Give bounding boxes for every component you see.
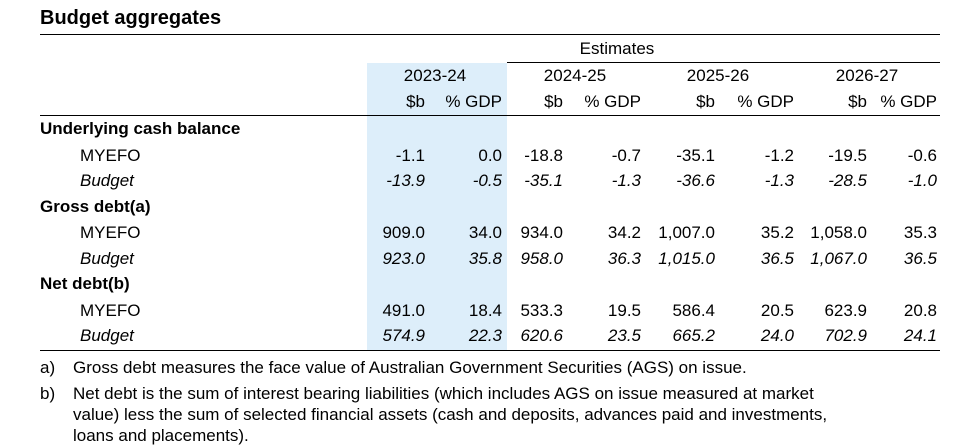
cell: -13.9 [386, 171, 425, 190]
note-text: Gross debt measures the face value of Au… [73, 358, 747, 377]
cell: 491.0 [382, 300, 425, 320]
cell: -1.3 [611, 171, 641, 190]
row-label: MYEFO [80, 223, 141, 242]
row-label: Budget [80, 326, 134, 345]
year-header: 2023-24 [403, 66, 467, 85]
cell: 20.5 [760, 300, 794, 320]
cell: -36.6 [676, 171, 715, 190]
cell: 24.1 [903, 326, 937, 345]
cell: -19.5 [828, 145, 867, 165]
cell: 34.0 [468, 223, 502, 242]
cell: 702.9 [824, 326, 867, 345]
year-header: 2024-25 [543, 66, 607, 85]
cell: 958.0 [520, 248, 563, 268]
year-header: 2025-26 [686, 66, 750, 85]
section-label: Net debt(b) [40, 274, 130, 293]
cell: 665.2 [672, 326, 715, 345]
cell: -0.6 [907, 145, 937, 165]
row-label: MYEFO [80, 145, 141, 165]
cell: 35.3 [903, 223, 937, 242]
cell: 35.2 [760, 223, 794, 242]
cell: 909.0 [382, 223, 425, 242]
cell: 36.3 [607, 248, 641, 268]
cell: 620.6 [520, 326, 563, 345]
cell: 35.8 [468, 248, 502, 268]
cell: 1,067.0 [810, 248, 867, 268]
cell: 24.0 [760, 326, 794, 345]
cell: 19.5 [607, 300, 641, 320]
note-marker: a) [40, 358, 56, 377]
cell: 533.3 [520, 300, 563, 320]
cell: 1,058.0 [810, 223, 867, 242]
cell: 0.0 [478, 145, 502, 165]
highlight-column [367, 63, 507, 350]
cell: -1.1 [395, 145, 425, 165]
cell: -1.0 [907, 171, 937, 190]
row-label: Budget [80, 171, 134, 190]
cell: 934.0 [520, 223, 563, 242]
title-rule [40, 34, 940, 35]
note-marker: b) [40, 384, 56, 403]
section-label: Underlying cash balance [40, 119, 241, 138]
column-header: $b [544, 92, 563, 111]
cell: 36.5 [903, 248, 937, 268]
column-header: % GDP [445, 92, 502, 111]
column-header: % GDP [737, 92, 794, 111]
year-header: 2026-27 [835, 66, 899, 85]
estimates-rule [507, 62, 940, 63]
column-header: % GDP [584, 92, 641, 111]
cell: 1,015.0 [658, 248, 715, 268]
cell: -0.5 [472, 171, 502, 190]
row-label: MYEFO [80, 300, 141, 320]
cell: -35.1 [524, 171, 563, 190]
cell: 586.4 [672, 300, 715, 320]
group-header: Estimates [579, 39, 655, 58]
cell: 623.9 [824, 300, 867, 320]
cell: -28.5 [828, 171, 867, 190]
note-text: loans and placements). [73, 426, 249, 445]
cell: -0.7 [611, 145, 641, 165]
row-label: Budget [80, 248, 134, 268]
cell: -35.1 [676, 145, 715, 165]
cell: 23.5 [607, 326, 641, 345]
section-label: Gross debt(a) [40, 196, 151, 216]
cell: -1.3 [764, 171, 794, 190]
column-header: % GDP [880, 92, 937, 111]
cell: 20.8 [903, 300, 937, 320]
header-rule [40, 115, 940, 116]
table-bottom-rule [40, 350, 940, 351]
cell: -1.2 [764, 145, 794, 165]
cell: 22.3 [468, 326, 502, 345]
cell: 1,007.0 [658, 223, 715, 242]
cell: 574.9 [382, 326, 425, 345]
cell: -18.8 [524, 145, 563, 165]
note-text: Net debt is the sum of interest bearing … [73, 384, 814, 403]
cell: 36.5 [760, 248, 794, 268]
title: Budget aggregates [40, 7, 222, 29]
column-header: $b [696, 92, 715, 111]
column-header: $b [406, 92, 425, 111]
cell: 923.0 [382, 248, 425, 268]
note-text: value) less the sum of selected financia… [73, 405, 828, 424]
cell: 34.2 [607, 223, 641, 242]
cell: 18.4 [468, 300, 502, 320]
column-header: $b [848, 92, 867, 111]
